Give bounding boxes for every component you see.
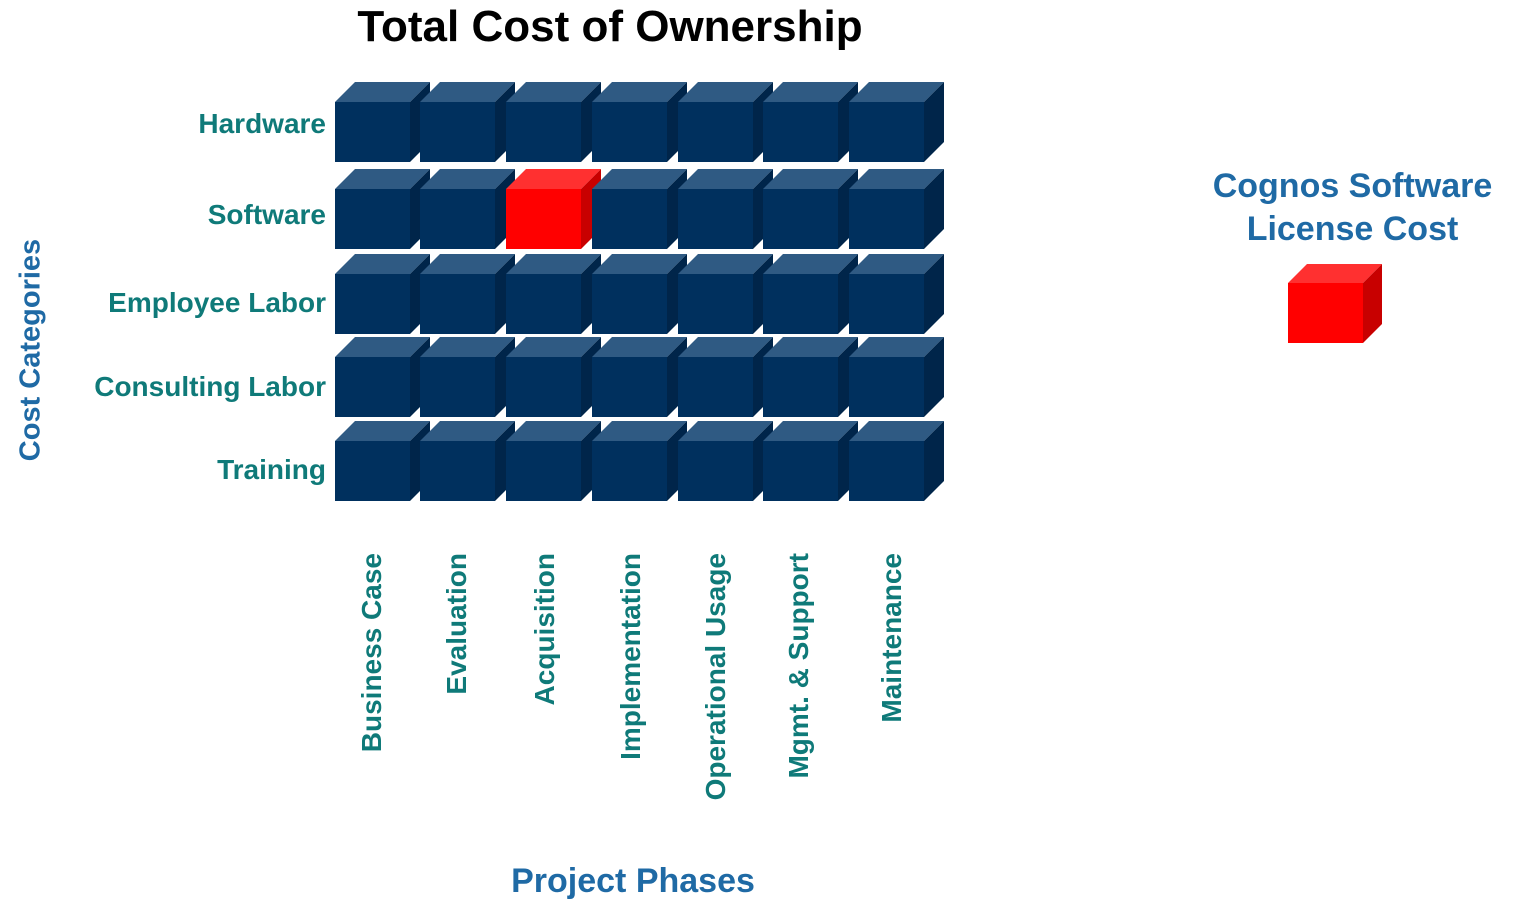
cube-r4-c2 xyxy=(506,421,601,501)
cube-r3-c0 xyxy=(335,337,430,417)
cube-r3-c5 xyxy=(763,337,858,417)
row-label-hardware: Hardware xyxy=(198,108,326,139)
legend-label-line2: License Cost xyxy=(1246,210,1459,248)
cube-r2-c2 xyxy=(506,254,601,334)
column-label-implementation: Implementation xyxy=(615,553,646,760)
cube-r0-c6 xyxy=(849,82,944,162)
cube-r1-c5 xyxy=(763,169,858,249)
cube-r1-c1 xyxy=(420,169,515,249)
cube-grid xyxy=(335,82,944,501)
cube-r3-c4 xyxy=(678,337,773,417)
cube-r4-c0 xyxy=(335,421,430,501)
cube-r1-c3 xyxy=(592,169,687,249)
cube-r4-c6 xyxy=(849,421,944,501)
cube-r2-c6 xyxy=(849,254,944,334)
cube-r0-c3 xyxy=(592,82,687,162)
cube-r0-c5 xyxy=(763,82,858,162)
cube-r1-c0 xyxy=(335,169,430,249)
cube-r3-c3 xyxy=(592,337,687,417)
column-label-mgmt-support: Mgmt. & Support xyxy=(783,553,814,779)
cube-r3-c2 xyxy=(506,337,601,417)
cube-r1-c6 xyxy=(849,169,944,249)
legend-cube xyxy=(1288,264,1382,343)
column-label-evaluation: Evaluation xyxy=(441,553,472,695)
cube-r3-c6 xyxy=(849,337,944,417)
cube-r2-c4 xyxy=(678,254,773,334)
cube-r0-c4 xyxy=(678,82,773,162)
cube-r2-c5 xyxy=(763,254,858,334)
cube-r2-c0 xyxy=(335,254,430,334)
column-label-operational-usage: Operational Usage xyxy=(700,553,731,801)
legend-cube-shape xyxy=(1288,264,1382,343)
cube-r3-c1 xyxy=(420,337,515,417)
cube-r4-c4 xyxy=(678,421,773,501)
cube-r4-c1 xyxy=(420,421,515,501)
legend-label-line1: Cognos Software xyxy=(1212,167,1493,205)
cube-r4-c5 xyxy=(763,421,858,501)
column-label-acquisition: Acquisition xyxy=(529,553,560,706)
x-axis-title: Project Phases xyxy=(511,862,755,900)
legend-label: Cognos Software License Cost xyxy=(1200,165,1505,251)
column-label-maintenance: Maintenance xyxy=(876,553,907,723)
row-label-software: Software xyxy=(207,199,326,230)
cube-r2-c1 xyxy=(420,254,515,334)
cube-r4-c3 xyxy=(592,421,687,501)
column-label-business-case: Business Case xyxy=(356,553,387,753)
cube-r2-c3 xyxy=(592,254,687,334)
cube-r1-c4 xyxy=(678,169,773,249)
row-label-training: Training xyxy=(217,454,326,485)
cube-r0-c0 xyxy=(335,82,430,162)
cube-r0-c2 xyxy=(506,82,601,162)
chart-title: Total Cost of Ownership xyxy=(357,2,863,51)
cube-r0-c1 xyxy=(420,82,515,162)
cube-r1-c2 xyxy=(506,169,601,249)
row-label-employee-labor: Employee Labor xyxy=(108,287,326,318)
row-label-consulting-labor: Consulting Labor xyxy=(94,371,326,402)
